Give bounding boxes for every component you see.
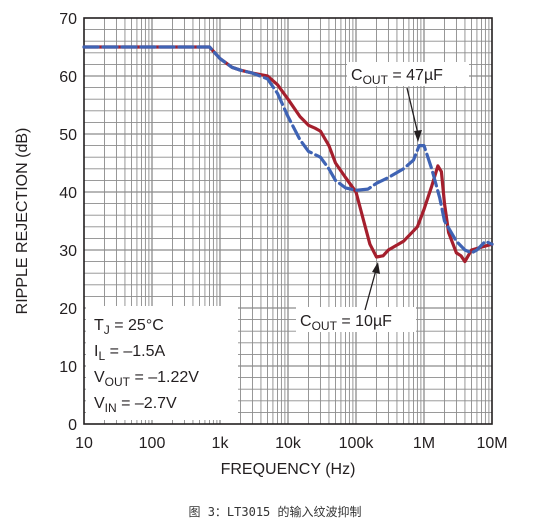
condition-line: VIN = –2.7V xyxy=(94,395,177,415)
x-tick-label: 1M xyxy=(413,435,435,452)
y-tick-label: 20 xyxy=(59,301,77,318)
y-tick-label: 40 xyxy=(59,185,77,202)
y-tick-label: 10 xyxy=(59,359,77,376)
y-tick-label: 50 xyxy=(59,127,77,144)
x-tick-label: 10M xyxy=(476,435,507,452)
condition-line: VOUT = –1.22V xyxy=(94,369,199,389)
x-tick-label: 10k xyxy=(275,435,302,452)
annotation-arrowhead-47uf xyxy=(414,130,422,142)
condition-line: TJ = 25°C xyxy=(94,317,164,337)
series-lines xyxy=(82,45,494,264)
x-tick-label: 1k xyxy=(212,435,230,452)
annotation-arrowhead-10uf xyxy=(372,262,380,274)
plot-frame xyxy=(83,17,493,425)
annotation-background xyxy=(296,307,416,332)
annotation-arrow-47uf xyxy=(406,87,419,135)
annotation-arrow-10uf xyxy=(364,269,377,311)
annotations: COUT = 47µF COUT = 10µF TJ = 25°C IL = –1.5… xyxy=(86,62,469,420)
figure-caption: 图 3：LT3015 的输入纹波抑制 xyxy=(188,505,362,519)
x-tick-label: 100 xyxy=(139,435,166,452)
conditions-background xyxy=(86,306,238,420)
annotation-background xyxy=(347,62,469,86)
y-tick-label: 0 xyxy=(68,417,77,434)
x-axis-label: FREQUENCY (Hz) xyxy=(221,461,356,478)
x-tick-label: 10 xyxy=(75,435,93,452)
series-line-cout-47uf xyxy=(82,45,494,255)
y-tick-label: 70 xyxy=(59,11,77,28)
y-axis-label: RIPPLE REJECTION (dB) xyxy=(14,128,31,315)
annotation-cout-47uf: COUT = 47µF xyxy=(351,67,443,87)
condition-line: IL = –1.5A xyxy=(94,343,166,363)
annotation-cout-10uf: COUT = 10µF xyxy=(300,313,392,333)
axis-titles: FREQUENCY (Hz) RIPPLE REJECTION (dB) xyxy=(14,128,355,478)
y-tick-label: 30 xyxy=(59,243,77,260)
x-tick-label: 100k xyxy=(339,435,375,452)
y-tick-label: 60 xyxy=(59,69,77,86)
